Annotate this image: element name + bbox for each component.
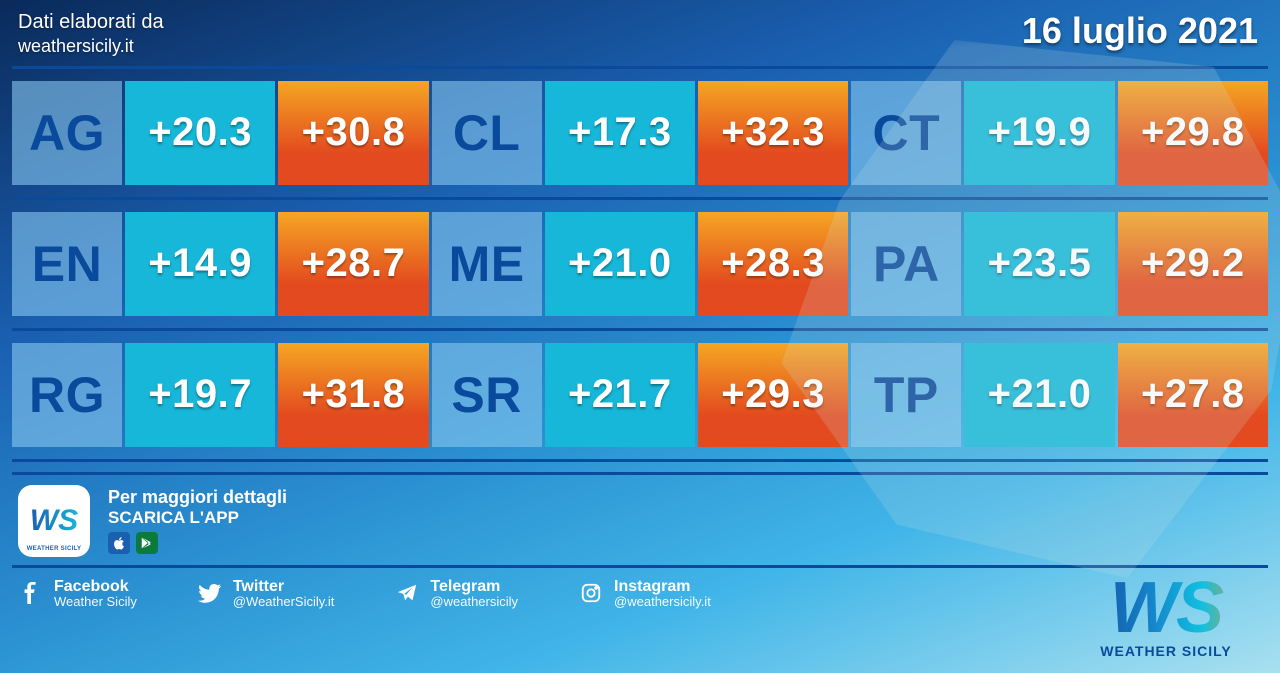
social-facebook: FacebookWeather Sicily: [18, 578, 137, 610]
province-code: ME: [432, 212, 542, 316]
social-handle: Weather Sicily: [54, 595, 137, 609]
instagram-icon: [578, 580, 604, 606]
brand-logo-text: WS: [1076, 576, 1256, 641]
grid-row: AG+20.3+30.8CL+17.3+32.3CT+19.9+29.8: [12, 66, 1268, 200]
app-line2: SCARICA L'APP: [108, 508, 287, 528]
app-icon-tag: WEATHER SICILY: [27, 546, 82, 552]
facebook-icon: [18, 580, 44, 606]
temp-min: +19.7: [125, 343, 275, 447]
province-group: AG+20.3+30.8: [12, 81, 429, 185]
temp-min: +23.5: [964, 212, 1114, 316]
temp-max: +28.3: [698, 212, 848, 316]
social-text: Instagram@weathersicily.it: [614, 578, 711, 610]
date: 16 luglio 2021: [1022, 10, 1258, 52]
twitter-icon: [197, 580, 223, 606]
province-code: SR: [432, 343, 542, 447]
social-handle: @weathersicily: [430, 595, 518, 609]
province-code: AG: [12, 81, 122, 185]
source-block: Dati elaborati da weathersicily.it: [18, 10, 164, 58]
province-code: EN: [12, 212, 122, 316]
source-line1: Dati elaborati da: [18, 10, 164, 35]
temp-max: +27.8: [1118, 343, 1268, 447]
province-group: SR+21.7+29.3: [432, 343, 849, 447]
temperature-grid: AG+20.3+30.8CL+17.3+32.3CT+19.9+29.8EN+1…: [12, 66, 1268, 462]
playstore-icon: [136, 532, 158, 554]
brand-logo: WS WEATHER SICILY: [1076, 576, 1256, 659]
temp-min: +20.3: [125, 81, 275, 185]
province-code: PA: [851, 212, 961, 316]
social-telegram: Telegram@weathersicily: [394, 578, 518, 610]
app-icon: WS WEATHER SICILY: [18, 485, 90, 557]
province-code: TP: [851, 343, 961, 447]
temp-min: +19.9: [964, 81, 1114, 185]
social-text: FacebookWeather Sicily: [54, 578, 137, 610]
province-group: PA+23.5+29.2: [851, 212, 1268, 316]
province-group: CT+19.9+29.8: [851, 81, 1268, 185]
telegram-icon: [394, 580, 420, 606]
temp-max: +32.3: [698, 81, 848, 185]
province-code: CT: [851, 81, 961, 185]
temp-max: +29.8: [1118, 81, 1268, 185]
header: Dati elaborati da weathersicily.it 16 lu…: [0, 0, 1280, 62]
app-text: Per maggiori dettagli SCARICA L'APP: [108, 487, 287, 554]
social-name: Telegram: [430, 578, 518, 596]
app-promo-row: WS WEATHER SICILY Per maggiori dettagli …: [12, 472, 1268, 568]
social-text: Twitter@WeatherSicily.it: [233, 578, 335, 610]
source-line2: weathersicily.it: [18, 35, 164, 58]
temp-max: +28.7: [278, 212, 428, 316]
temp-max: +29.2: [1118, 212, 1268, 316]
temp-min: +17.3: [545, 81, 695, 185]
province-group: CL+17.3+32.3: [432, 81, 849, 185]
app-line1: Per maggiori dettagli: [108, 487, 287, 508]
province-group: ME+21.0+28.3: [432, 212, 849, 316]
province-group: RG+19.7+31.8: [12, 343, 429, 447]
social-name: Facebook: [54, 578, 137, 596]
store-icons: [108, 532, 287, 554]
province-code: CL: [432, 81, 542, 185]
temp-min: +21.0: [964, 343, 1114, 447]
social-text: Telegram@weathersicily: [430, 578, 518, 610]
temp-min: +21.7: [545, 343, 695, 447]
social-twitter: Twitter@WeatherSicily.it: [197, 578, 335, 610]
province-group: EN+14.9+28.7: [12, 212, 429, 316]
social-handle: @weathersicily.it: [614, 595, 711, 609]
grid-row: EN+14.9+28.7ME+21.0+28.3PA+23.5+29.2: [12, 200, 1268, 331]
temp-max: +31.8: [278, 343, 428, 447]
temp-min: +21.0: [545, 212, 695, 316]
province-group: TP+21.0+27.8: [851, 343, 1268, 447]
social-name: Instagram: [614, 578, 711, 596]
brand-logo-label: WEATHER SICILY: [1076, 643, 1256, 659]
app-icon-text: WS: [30, 504, 78, 538]
temp-max: +30.8: [278, 81, 428, 185]
temp-max: +29.3: [698, 343, 848, 447]
social-name: Twitter: [233, 578, 335, 596]
social-handle: @WeatherSicily.it: [233, 595, 335, 609]
appstore-icon: [108, 532, 130, 554]
province-code: RG: [12, 343, 122, 447]
temp-min: +14.9: [125, 212, 275, 316]
grid-row: RG+19.7+31.8SR+21.7+29.3TP+21.0+27.8: [12, 331, 1268, 462]
social-instagram: Instagram@weathersicily.it: [578, 578, 711, 610]
